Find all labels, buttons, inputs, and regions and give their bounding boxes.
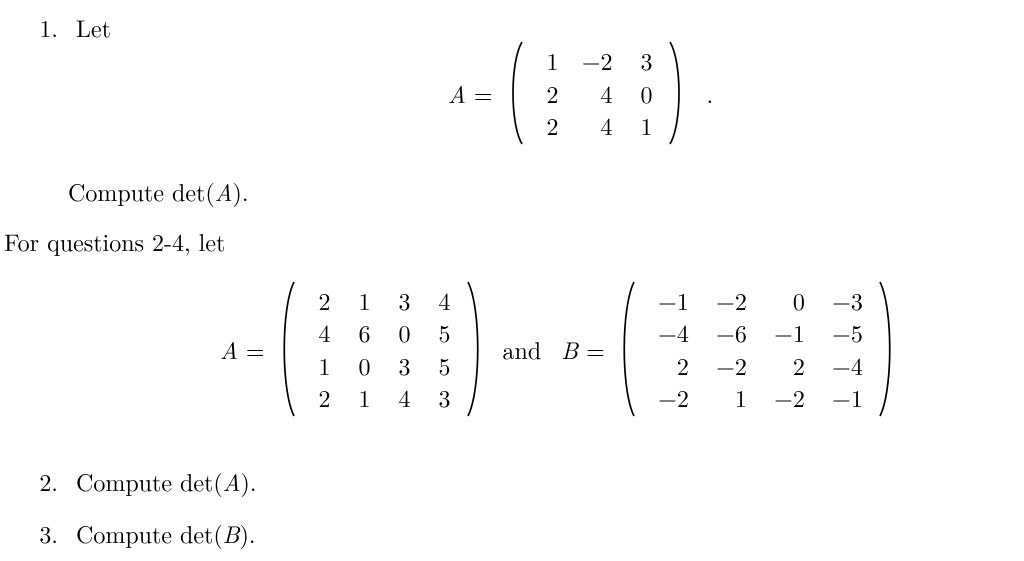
matrix-cell: 2	[521, 78, 569, 109]
matrix-cell: −4	[648, 317, 699, 348]
q1-compute-letter: A	[215, 174, 233, 208]
q3-post: ).	[240, 516, 256, 550]
q2-pre: Compute det(	[76, 464, 223, 498]
matrix-cell: −2	[648, 382, 699, 413]
matrix-cell: 0	[767, 285, 815, 316]
q2-post: ).	[241, 464, 257, 498]
matrix-cell: −1	[648, 285, 699, 316]
q1-matrix-eq: A = 1−23240241 .	[448, 40, 713, 146]
matrix-cell: 2	[651, 350, 699, 381]
matrix-cell: −6	[706, 317, 757, 348]
q1-equals: =	[474, 76, 493, 110]
matrix-cell: 2	[767, 350, 815, 381]
q3-line: 3. Compute det(B).	[22, 516, 256, 551]
matrix-cell: 3	[413, 382, 461, 413]
matrix-B-grid: −1−20−3−4−6−1−52−22−4−21−2−1	[637, 280, 877, 418]
right-paren-icon	[667, 40, 685, 146]
matrix-cell: 2	[521, 110, 569, 141]
matrix-cell: 1	[615, 110, 663, 141]
q2-number: 2.	[22, 464, 58, 499]
matrix-cell: 1	[709, 382, 757, 413]
matrix-cell: 4	[413, 285, 461, 316]
shared-matrices: A = 2134460510352143 and B =	[220, 280, 895, 418]
shared-A-letter: A	[220, 332, 238, 366]
q2-letter: A	[223, 464, 241, 498]
q1-trailing-dot: .	[707, 76, 714, 111]
matrix-cell: −2	[764, 382, 815, 413]
matrix-B: −1−20−3−4−6−1−52−22−4−21−2−1	[619, 280, 895, 418]
q2-line: 2. Compute det(A).	[22, 464, 257, 499]
right-paren-icon	[877, 280, 895, 418]
matrix-A: 2134460510352143	[279, 280, 483, 418]
q1-A-letter: A	[448, 76, 466, 110]
matrix-cell: −3	[822, 285, 873, 316]
matrix-cell: −4	[822, 350, 873, 381]
matrix-cell: 5	[413, 350, 461, 381]
q1-compute: Compute det(A).	[68, 174, 249, 209]
q1-compute-post: ).	[233, 174, 249, 208]
shared-A-equals: =	[246, 332, 265, 366]
q3-number: 3.	[22, 516, 58, 551]
q1-lead: Let	[76, 10, 111, 44]
matrix-cell: −1	[822, 382, 873, 413]
matrix-cell: 5	[413, 317, 461, 348]
q1-number: 1.	[22, 10, 58, 45]
q1-lead-line: 1. Let	[22, 10, 111, 45]
matrix-cell: 1	[521, 45, 569, 76]
shared-B-letter: B	[561, 332, 578, 366]
shared-B-equals: =	[586, 332, 605, 366]
matrix-cell: −1	[764, 317, 815, 348]
matrix-cell: −5	[822, 317, 873, 348]
left-paren-icon	[619, 280, 637, 418]
shared-and: and	[497, 332, 548, 367]
q1-matrix: 1−23240241	[507, 40, 685, 146]
matrix-cell: 0	[615, 78, 663, 109]
q3-letter: B	[223, 516, 240, 550]
q1-compute-pre: Compute det(	[68, 174, 215, 208]
matrix-cell: −2	[706, 350, 757, 381]
right-paren-icon	[465, 280, 483, 418]
matrix-A-grid: 2134460510352143	[297, 280, 465, 418]
bridge-text: For questions 2-4, let	[4, 224, 225, 259]
matrix-cell: −2	[706, 285, 757, 316]
q3-pre: Compute det(	[76, 516, 223, 550]
q1-matrix-grid: 1−23240241	[525, 40, 667, 146]
matrix-cell: 3	[615, 45, 663, 76]
